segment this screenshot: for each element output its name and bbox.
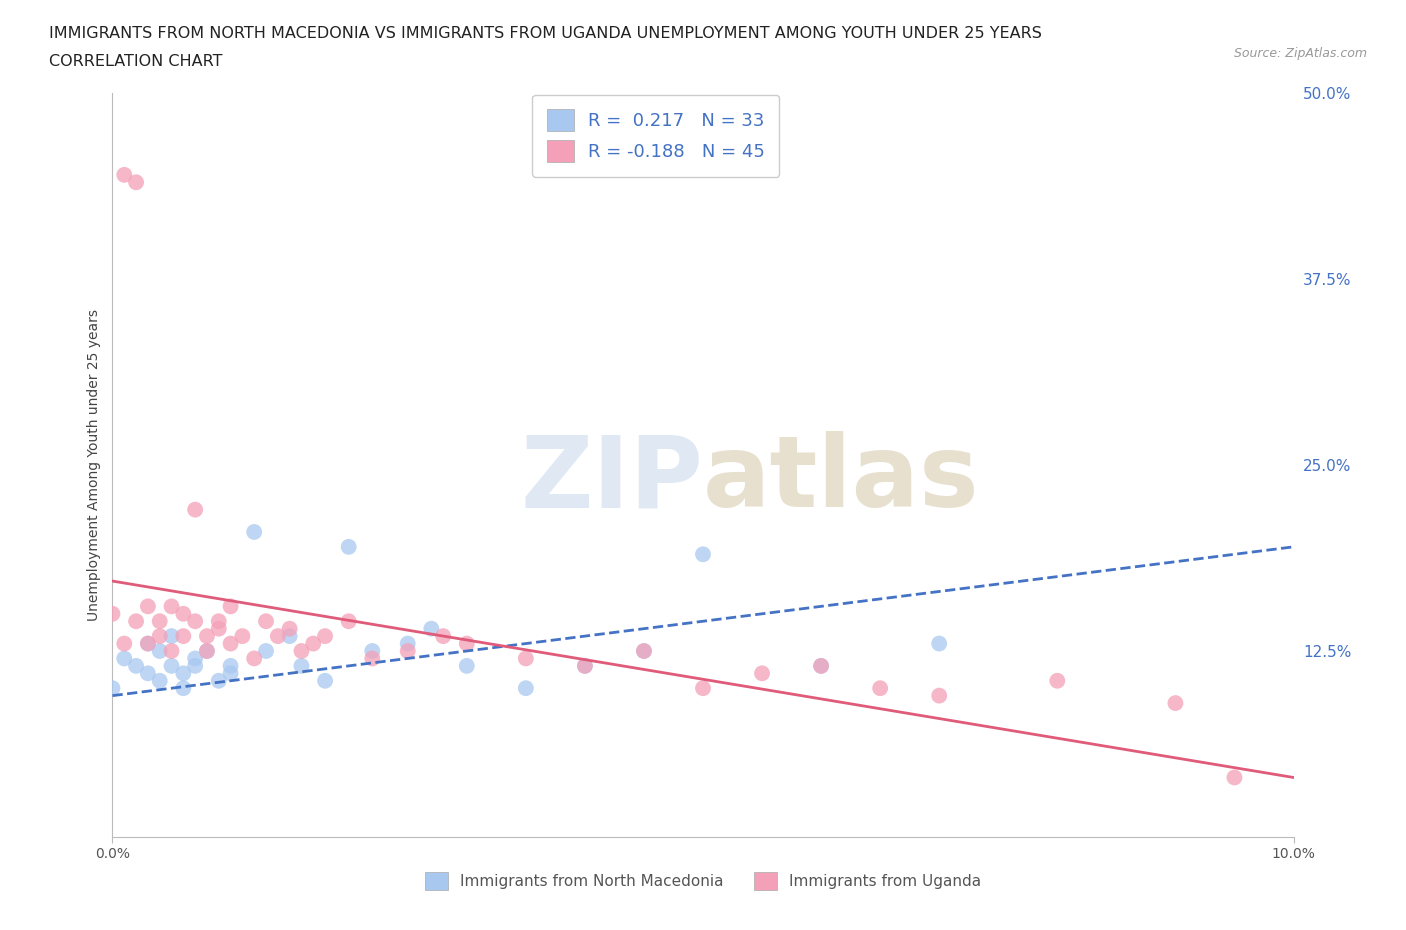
Point: [432, 629, 454, 644]
Point: [633, 644, 655, 658]
Legend: Immigrants from North Macedonia, Immigrants from Uganda: Immigrants from North Macedonia, Immigra…: [419, 866, 987, 897]
Point: [267, 629, 290, 644]
Point: [337, 539, 360, 554]
Point: [184, 658, 207, 673]
Point: [692, 547, 714, 562]
Point: [172, 666, 194, 681]
Point: [219, 666, 242, 681]
Point: [136, 599, 159, 614]
Text: CORRELATION CHART: CORRELATION CHART: [49, 54, 222, 69]
Point: [396, 636, 419, 651]
Point: [692, 681, 714, 696]
Point: [515, 681, 537, 696]
Point: [149, 614, 172, 629]
Point: [396, 644, 419, 658]
Point: [574, 658, 596, 673]
Point: [456, 636, 478, 651]
Point: [302, 636, 325, 651]
Point: [195, 629, 218, 644]
Point: [136, 636, 159, 651]
Point: [112, 651, 135, 666]
Point: [574, 658, 596, 673]
Point: [172, 606, 194, 621]
Point: [112, 167, 135, 182]
Point: [278, 621, 301, 636]
Text: ZIP: ZIP: [520, 432, 703, 528]
Point: [515, 651, 537, 666]
Y-axis label: Unemployment Among Youth under 25 years: Unemployment Among Youth under 25 years: [87, 309, 101, 621]
Text: IMMIGRANTS FROM NORTH MACEDONIA VS IMMIGRANTS FROM UGANDA UNEMPLOYMENT AMONG YOU: IMMIGRANTS FROM NORTH MACEDONIA VS IMMIG…: [49, 26, 1042, 41]
Point: [290, 658, 312, 673]
Point: [254, 614, 277, 629]
Point: [125, 175, 148, 190]
Point: [928, 688, 950, 703]
Point: [160, 658, 183, 673]
Point: [101, 606, 124, 621]
Point: [928, 636, 950, 651]
Point: [361, 651, 384, 666]
Point: [810, 658, 832, 673]
Point: [208, 621, 231, 636]
Point: [208, 673, 231, 688]
Point: [337, 614, 360, 629]
Point: [219, 658, 242, 673]
Point: [278, 629, 301, 644]
Point: [172, 681, 194, 696]
Point: [361, 644, 384, 658]
Point: [160, 644, 183, 658]
Point: [184, 651, 207, 666]
Point: [136, 636, 159, 651]
Text: Source: ZipAtlas.com: Source: ZipAtlas.com: [1233, 46, 1367, 60]
Point: [219, 636, 242, 651]
Point: [869, 681, 891, 696]
Point: [1046, 673, 1069, 688]
Point: [208, 614, 231, 629]
Point: [420, 621, 443, 636]
Point: [101, 681, 124, 696]
Point: [149, 629, 172, 644]
Text: atlas: atlas: [703, 432, 980, 528]
Point: [290, 644, 312, 658]
Point: [243, 651, 266, 666]
Point: [112, 636, 135, 651]
Point: [125, 658, 148, 673]
Point: [136, 666, 159, 681]
Point: [314, 673, 336, 688]
Point: [254, 644, 277, 658]
Point: [314, 629, 336, 644]
Point: [125, 614, 148, 629]
Point: [633, 644, 655, 658]
Point: [195, 644, 218, 658]
Point: [195, 644, 218, 658]
Point: [810, 658, 832, 673]
Point: [456, 658, 478, 673]
Point: [184, 614, 207, 629]
Point: [1164, 696, 1187, 711]
Point: [219, 599, 242, 614]
Point: [243, 525, 266, 539]
Point: [160, 629, 183, 644]
Point: [160, 599, 183, 614]
Point: [751, 666, 773, 681]
Point: [231, 629, 253, 644]
Point: [184, 502, 207, 517]
Point: [149, 644, 172, 658]
Point: [172, 629, 194, 644]
Point: [149, 673, 172, 688]
Point: [1223, 770, 1246, 785]
